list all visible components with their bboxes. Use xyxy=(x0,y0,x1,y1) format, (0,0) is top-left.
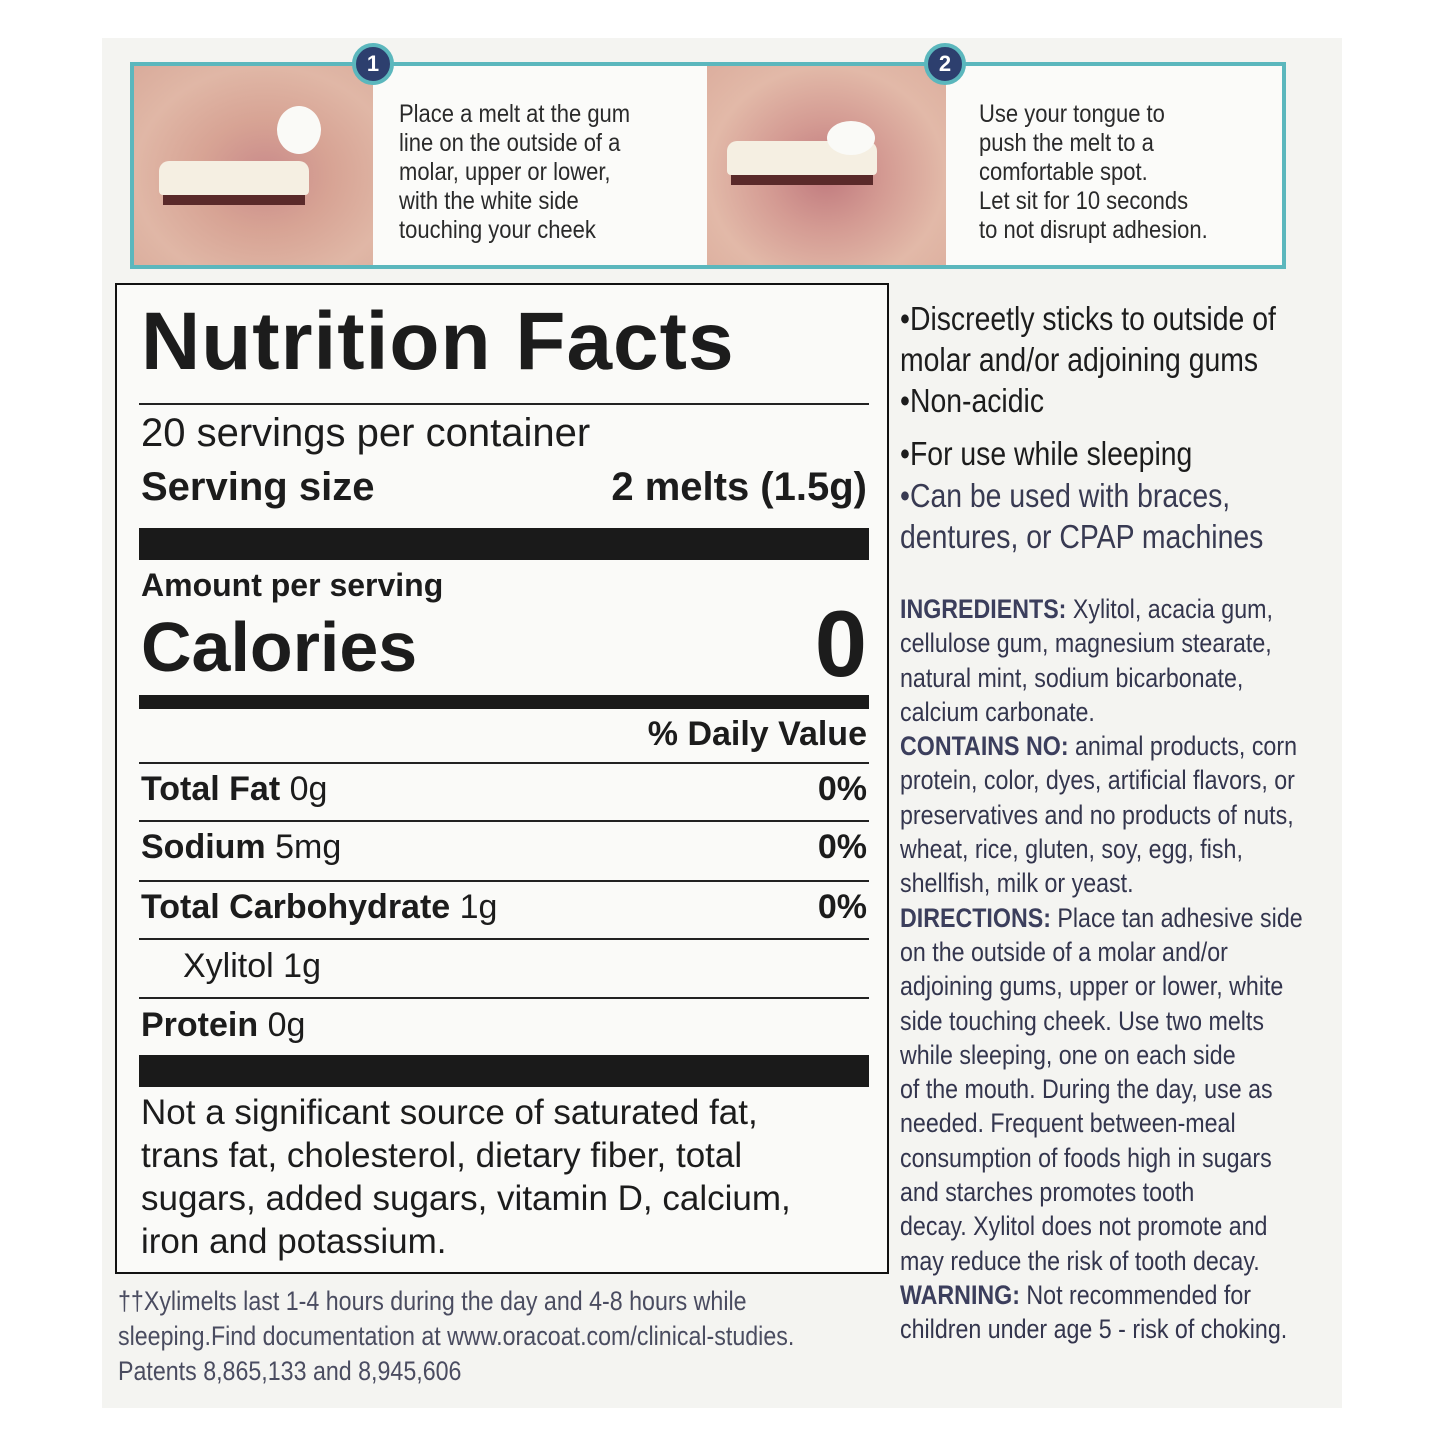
directions-label: DIRECTIONS: xyxy=(900,902,1051,933)
directions-text: Place tan adhesive side on the outside o… xyxy=(900,902,1303,1276)
step-2-badge: 2 xyxy=(924,43,966,85)
serving-size-value: 2 melts (1.5g) xyxy=(611,465,867,509)
nutrition-title: Nutrition Facts xyxy=(141,296,735,387)
step-1-text: Place a melt at the gum line on the outs… xyxy=(399,100,631,244)
feature-bullet: •For use while sleeping xyxy=(900,435,1193,472)
servings-per-container: 20 servings per container xyxy=(141,411,591,455)
dv-total-carbohydrate: 0% xyxy=(817,888,867,926)
serving-size-label: Serving size xyxy=(141,465,375,509)
instruction-steps: Place a melt at the gum line on the outs… xyxy=(130,62,1286,269)
daily-value-header: % Daily Value xyxy=(647,715,867,753)
nutrient-row-xylitol: Xylitol 1g xyxy=(183,947,321,985)
step-2-text: Use your tongue to push the melt to a co… xyxy=(979,100,1208,244)
nutrition-footnote: Not a significant source of saturated fa… xyxy=(141,1093,791,1261)
feature-bullet: •Non-acidic xyxy=(900,382,1045,419)
nutrient-row-total-carbohydrate: Total Carbohydrate 1g xyxy=(141,888,498,926)
dv-sodium: 0% xyxy=(817,828,867,866)
step-1-badge: 1 xyxy=(352,43,394,85)
step-2-photo xyxy=(707,66,946,265)
footer-note: ††Xylimelts last 1-4 hours during the da… xyxy=(118,1286,795,1386)
step-1-photo xyxy=(134,66,373,265)
feature-bullet: •Discreetly sticks to outside of molar a… xyxy=(900,300,1276,378)
calories-label: Calories xyxy=(141,608,418,686)
feature-bullet: •Can be used with braces, dentures, or C… xyxy=(900,477,1264,555)
ingredients-label: INGREDIENTS: xyxy=(900,594,1067,624)
amount-per-serving: Amount per serving xyxy=(141,567,444,603)
contains-no-text: animal products, corn protein, color, dy… xyxy=(900,731,1297,899)
calories-value: 0 xyxy=(814,591,867,696)
dv-total-fat: 0% xyxy=(817,770,867,808)
warning-label: WARNING: xyxy=(900,1279,1020,1310)
nutrient-row-total-fat: Total Fat 0g xyxy=(141,770,328,808)
warning-text: Not recommended for children under age 5… xyxy=(900,1279,1288,1345)
ingredients-text: Xylitol, acacia gum, cellulose gum, magn… xyxy=(900,594,1273,727)
contains-no-label: CONTAINS NO: xyxy=(900,731,1069,762)
nutrient-row-protein: Protein 0g xyxy=(141,1006,306,1044)
nutrient-row-sodium: Sodium 5mg xyxy=(141,828,342,866)
nutrition-facts-panel: Nutrition Facts 20 servings per containe… xyxy=(115,283,889,1274)
product-info: INGREDIENTS: Xylitol, acacia gum, cellul… xyxy=(900,592,1330,1347)
